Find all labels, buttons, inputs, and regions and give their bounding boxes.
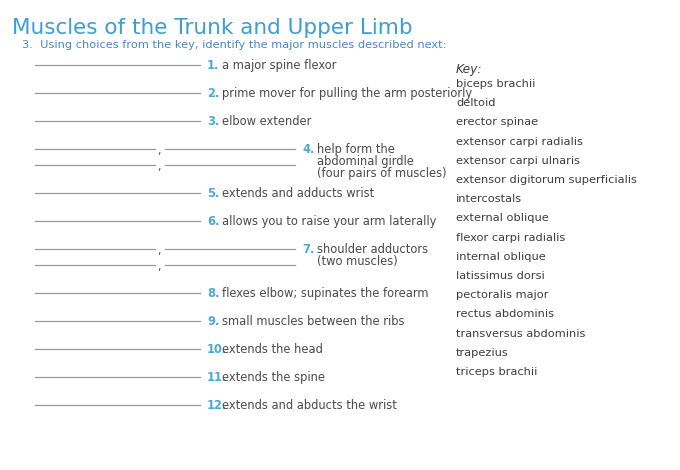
Text: flexes elbow; supinates the forearm: flexes elbow; supinates the forearm [222, 287, 428, 300]
Text: intercostals: intercostals [456, 194, 522, 204]
Text: erector spinae: erector spinae [456, 118, 538, 127]
Text: Muscles of the Trunk and Upper Limb: Muscles of the Trunk and Upper Limb [12, 18, 413, 38]
Text: biceps brachii: biceps brachii [456, 79, 535, 89]
Text: triceps brachii: triceps brachii [456, 367, 537, 377]
Text: shoulder adductors: shoulder adductors [317, 243, 428, 256]
Text: 8.: 8. [207, 287, 220, 300]
Text: a major spine flexor: a major spine flexor [222, 59, 337, 72]
Text: 7.: 7. [302, 243, 314, 256]
Text: transversus abdominis: transversus abdominis [456, 329, 585, 338]
Text: extends and abducts the wrist: extends and abducts the wrist [222, 399, 397, 412]
Text: abdominal girdle: abdominal girdle [317, 155, 414, 168]
Text: ,: , [157, 162, 160, 172]
Text: extends the head: extends the head [222, 343, 323, 356]
Text: rectus abdominis: rectus abdominis [456, 309, 554, 320]
Text: Key:: Key: [456, 63, 483, 76]
Text: 4.: 4. [302, 143, 314, 156]
Text: trapezius: trapezius [456, 348, 509, 358]
Text: help form the: help form the [317, 143, 395, 156]
Text: extends the spine: extends the spine [222, 371, 325, 384]
Text: flexor carpi radialis: flexor carpi radialis [456, 233, 565, 243]
Text: deltoid: deltoid [456, 98, 496, 108]
Text: ,: , [157, 262, 160, 272]
Text: extensor carpi ulnaris: extensor carpi ulnaris [456, 156, 580, 166]
Text: 6.: 6. [207, 215, 220, 228]
Text: ,: , [157, 246, 160, 256]
Text: elbow extender: elbow extender [222, 115, 311, 128]
Text: prime mover for pulling the arm posteriorly: prime mover for pulling the arm posterio… [222, 87, 472, 100]
Text: (two muscles): (two muscles) [317, 255, 398, 268]
Text: 10.: 10. [207, 343, 227, 356]
Text: 9.: 9. [207, 315, 220, 328]
Text: 5.: 5. [207, 187, 220, 200]
Text: 11.: 11. [207, 371, 227, 384]
Text: allows you to raise your arm laterally: allows you to raise your arm laterally [222, 215, 437, 228]
Text: extensor digitorum superficialis: extensor digitorum superficialis [456, 175, 637, 185]
Text: latissimus dorsi: latissimus dorsi [456, 271, 545, 281]
Text: 3.: 3. [207, 115, 220, 128]
Text: 1.: 1. [207, 59, 220, 72]
Text: (four pairs of muscles): (four pairs of muscles) [317, 167, 447, 180]
Text: pectoralis major: pectoralis major [456, 290, 549, 300]
Text: external oblique: external oblique [456, 213, 549, 223]
Text: extensor carpi radialis: extensor carpi radialis [456, 137, 583, 147]
Text: 12.: 12. [207, 399, 227, 412]
Text: ,: , [157, 146, 160, 156]
Text: 3.  Using choices from the key, identify the major muscles described next:: 3. Using choices from the key, identify … [22, 40, 447, 50]
Text: small muscles between the ribs: small muscles between the ribs [222, 315, 405, 328]
Text: internal oblique: internal oblique [456, 252, 546, 262]
Text: extends and adducts wrist: extends and adducts wrist [222, 187, 374, 200]
Text: 2.: 2. [207, 87, 220, 100]
